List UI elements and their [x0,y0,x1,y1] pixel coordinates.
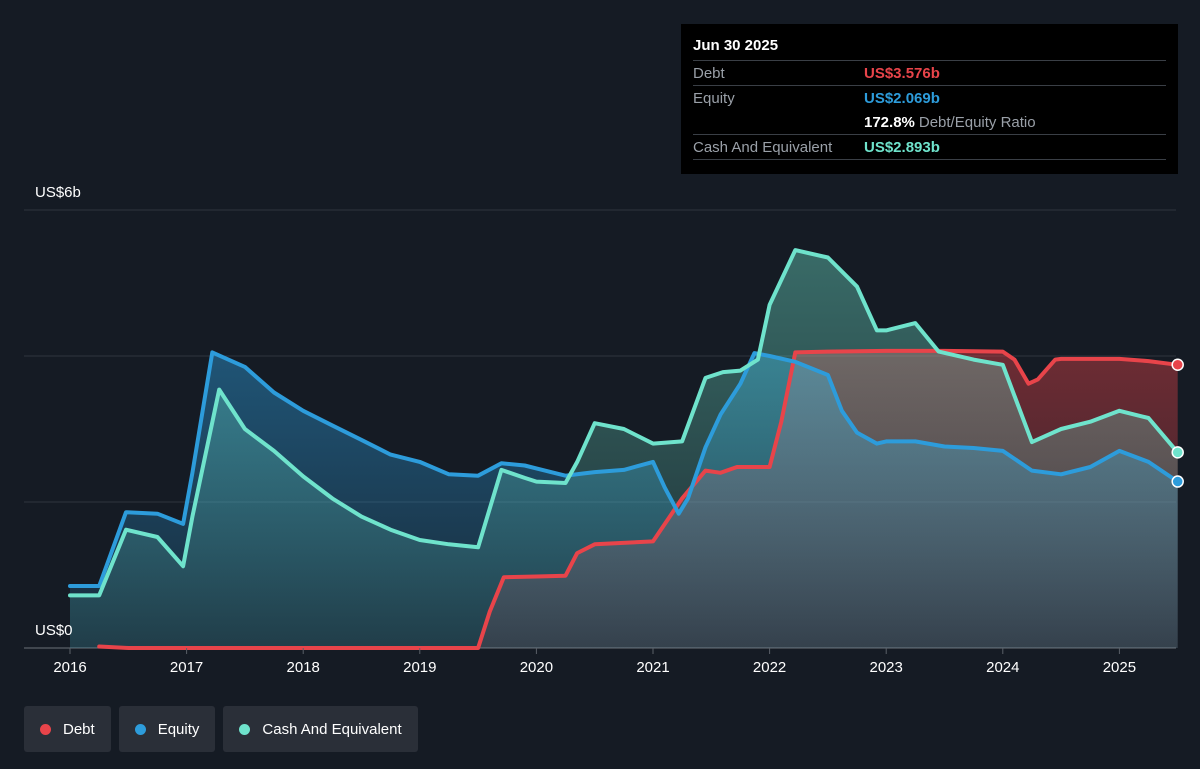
x-tick-label: 2017 [170,659,203,676]
debt-dot-icon [40,723,51,735]
x-tick-label: 2019 [403,659,436,676]
tooltip-row-cash: Cash And Equivalent US$2.893b [693,134,1166,160]
x-tick-label: 2025 [1103,659,1136,676]
tooltip-cash-value: US$2.893b [864,138,940,156]
tooltip-row-equity: Equity US$2.069b [693,85,1166,110]
debt-end-point [1171,358,1184,372]
cash-end-point [1171,446,1184,459]
cash-area [70,250,1178,648]
tooltip-cash-label: Cash And Equivalent [693,138,833,156]
x-tick-label: 2020 [520,659,553,676]
tooltip-debt-label: Debt [693,64,725,82]
debt-line [97,348,1180,650]
y-axis-top-label: US$6b [35,184,81,201]
x-tick-label: 2016 [53,659,86,676]
tooltip-date: Jun 30 2025 [693,37,779,54]
legend-item-cash[interactable]: Cash And Equivalent [223,706,418,752]
x-tick-label: 2018 [287,659,320,676]
legend-item-debt[interactable]: Debt [24,706,111,752]
legend-equity-label: Equity [157,720,200,738]
cash-line [68,248,1180,598]
y-axis-bottom-label: US$0 [35,622,73,639]
legend-item-equity[interactable]: Equity [118,706,216,752]
chart-legend: Debt Equity Cash And Equivalent [24,706,418,752]
tooltip-equity-label: Equity [693,89,735,107]
equity-line [68,350,1180,588]
x-tick-label: 2021 [636,659,669,676]
tooltip-ratio-label: Debt/Equity Ratio [918,113,1036,131]
tooltip-ratio-value: 172.8% [864,113,915,131]
equity-end-point [1171,475,1184,488]
x-tick-label: 2022 [753,659,786,676]
tooltip-row-debt: Debt US$3.576b [693,60,1166,85]
legend-cash-label: Cash And Equivalent [262,720,402,738]
tooltip-debt-value: US$3.576b [864,64,940,82]
legend-debt-label: Debt [63,720,95,738]
x-tick-label: 2024 [986,659,1019,676]
tooltip-equity-value: US$2.069b [864,89,940,107]
tooltip-row-ratio: 172.8% Debt/Equity Ratio [693,110,1166,134]
x-tick-label: 2023 [870,659,903,676]
tooltip-panel: Jun 30 2025 Debt US$3.576b Equity US$2.0… [681,24,1178,174]
cash-dot-icon [239,723,251,735]
equity-dot-icon [134,723,146,735]
